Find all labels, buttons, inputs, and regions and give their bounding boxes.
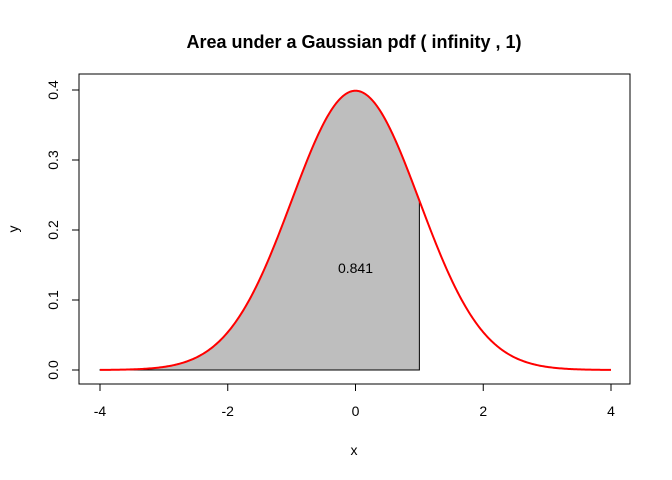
x-tick-label: 2 xyxy=(479,403,487,419)
y-axis: 0.0 0.1 0.2 0.3 0.4 xyxy=(45,80,80,380)
y-tick-label: 0.0 xyxy=(45,360,61,380)
y-axis-label: y xyxy=(5,226,21,233)
x-tick-label: 4 xyxy=(607,403,615,419)
x-tick-label: -4 xyxy=(94,403,107,419)
plot-area: 0.841 xyxy=(99,89,612,371)
x-axis-label: x xyxy=(351,442,358,458)
chart-title: Area under a Gaussian pdf ( infinity , 1… xyxy=(186,32,521,52)
x-tick-label: 0 xyxy=(352,403,360,419)
y-tick-label: 0.3 xyxy=(45,150,61,170)
density-curve xyxy=(99,89,612,371)
shaded-area xyxy=(99,90,420,371)
y-tick-label: 0.2 xyxy=(45,220,61,240)
y-tick-label: 0.1 xyxy=(45,290,61,310)
x-tick-label: -2 xyxy=(222,403,235,419)
area-value-label: 0.841 xyxy=(338,260,373,276)
x-axis: -4 -2 0 2 4 xyxy=(94,383,615,419)
y-tick-label: 0.4 xyxy=(45,80,61,100)
